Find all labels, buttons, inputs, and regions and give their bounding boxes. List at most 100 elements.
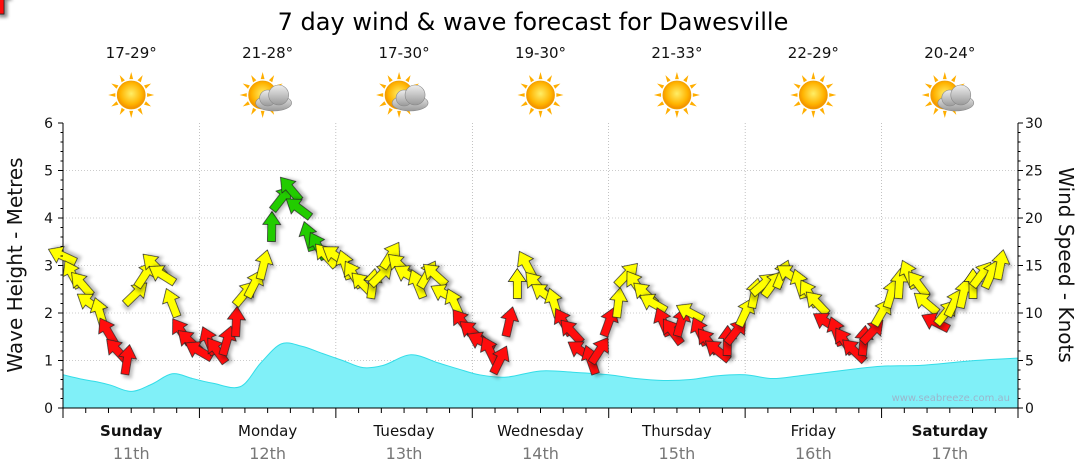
sun-ray	[529, 107, 535, 115]
sun-disc	[526, 80, 555, 110]
sun-ray	[405, 75, 411, 83]
sun-rays	[790, 72, 837, 118]
y-tick-label-left: 3	[44, 259, 53, 275]
wind-arrow	[226, 305, 247, 338]
sun-ray	[546, 107, 552, 115]
sun-ray	[826, 101, 834, 107]
y-tick-label-left: 4	[44, 211, 53, 227]
sun-ray	[137, 107, 143, 115]
sun-ray	[137, 75, 143, 83]
wind-arrow	[148, 265, 178, 287]
sun-ray	[665, 75, 671, 83]
partly-cloudy-icon	[376, 72, 429, 118]
wind-arrow	[117, 344, 138, 376]
temperature-range: 19-30°	[515, 44, 566, 62]
sun-ray	[517, 93, 525, 97]
sun-ray	[801, 107, 808, 115]
wind-arrow	[842, 339, 868, 365]
cloud-puff	[950, 84, 972, 106]
sun-rays	[108, 72, 155, 118]
wind-arrow	[704, 340, 732, 364]
sun-ray	[942, 72, 947, 80]
day-date: 15th	[659, 444, 696, 463]
sun-ray	[942, 110, 947, 118]
sun-ray	[242, 101, 250, 107]
sun-ray	[147, 93, 155, 97]
sun-ray	[379, 83, 387, 89]
y-tick-label-right: 0	[1025, 401, 1034, 417]
sun-ray	[242, 83, 250, 89]
cloud	[255, 84, 292, 112]
sunny-icon	[790, 72, 837, 118]
y-tick-label-right: 30	[1025, 116, 1043, 132]
sun-ray	[819, 107, 825, 115]
sun-ray	[119, 107, 125, 115]
wind-arrow	[285, 198, 314, 221]
day-date: 12th	[249, 444, 286, 463]
wind-arrow	[500, 306, 520, 338]
sun-ray	[811, 72, 816, 80]
sun-ray	[387, 75, 393, 83]
sun-ray	[144, 101, 152, 107]
temperature-range: 22-29°	[788, 44, 839, 62]
sun-ray	[144, 83, 152, 89]
cloud	[391, 84, 429, 112]
sun-ray	[675, 72, 679, 80]
sunny-icon	[653, 72, 700, 118]
sun-ray	[657, 101, 665, 107]
wind-arrow	[262, 210, 282, 242]
y-tick-label-right: 5	[1025, 354, 1034, 370]
day-label: Friday	[791, 422, 837, 440]
temperature-range: 21-33°	[651, 44, 702, 62]
y-tick-label-right: 15	[1025, 259, 1043, 275]
day-label: Thursday	[641, 422, 712, 440]
sun-disc	[116, 80, 146, 110]
temperature-range: 20-24°	[924, 44, 975, 62]
sun-ray	[129, 110, 134, 118]
watermark: www.seabreeze.com.au	[892, 393, 1010, 404]
day-label: Monday	[238, 422, 297, 440]
temperature-range: 21-28°	[242, 44, 293, 62]
sun-ray	[826, 83, 834, 89]
sun-ray	[129, 72, 134, 80]
y-axis-label-right: Wind Speed - Knots	[1054, 167, 1078, 363]
day-label: Sunday	[100, 422, 163, 440]
sun-ray	[376, 93, 384, 97]
sun-ray	[689, 101, 697, 107]
sun-ray	[538, 110, 543, 118]
temperature-range: 17-29°	[106, 44, 157, 62]
temperature-range: 17-30°	[379, 44, 430, 62]
y-tick-label-left: 5	[44, 164, 53, 180]
sun-ray	[793, 101, 801, 107]
cloud	[937, 84, 975, 112]
sun-ray	[921, 93, 929, 97]
sun-rays	[517, 72, 564, 118]
wind-arrow	[675, 303, 706, 324]
sun-ray	[683, 107, 689, 115]
day-label: Saturday	[912, 422, 989, 440]
sun-ray	[689, 83, 697, 89]
day-date: 14th	[522, 444, 559, 463]
sun-ray	[665, 107, 671, 115]
day-date: 17th	[931, 444, 968, 463]
sun-ray	[520, 83, 528, 89]
sun-ray	[801, 75, 808, 83]
sun-ray	[653, 93, 662, 97]
sun-ray	[397, 110, 401, 118]
wind-arrow	[162, 287, 182, 319]
sun-ray	[260, 72, 265, 80]
sun-ray	[556, 93, 564, 97]
sun-ray	[811, 110, 816, 118]
sun-ray	[379, 101, 387, 107]
sun-disc	[798, 80, 828, 110]
wind-arrow	[254, 249, 274, 281]
wind-arrow	[639, 293, 669, 315]
sun-ray	[260, 110, 265, 118]
sun-ray	[692, 93, 700, 97]
sun-ray	[793, 83, 801, 89]
wind-arrow	[0, 0, 5, 15]
sun-ray	[546, 75, 552, 83]
y-tick-label-left: 2	[44, 306, 53, 322]
sun-ray	[675, 110, 679, 118]
sun-ray	[553, 83, 561, 89]
